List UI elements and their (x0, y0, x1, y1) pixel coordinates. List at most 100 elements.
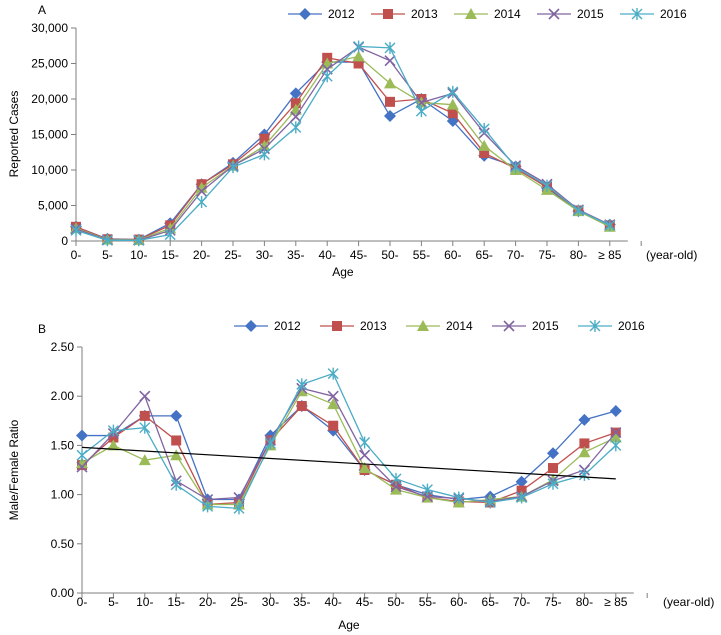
panel-a-x-tick-label: 65- (476, 248, 493, 262)
panel-a-point-2013-9 (353, 58, 364, 69)
panel-a-x-unit-label: (year-old) (646, 248, 697, 262)
panel-b-legend-marker-2012 (245, 320, 257, 332)
panel-b-y-tick-label: 1.00 (51, 488, 75, 502)
panel-b-x-tick-label: 5- (108, 595, 119, 609)
panel-b-point-2014-10 (390, 483, 402, 495)
panel-a-point-2016-9 (353, 40, 365, 53)
panel-a-x-tick-label: 60- (444, 248, 461, 262)
panel-b-legend-label-2014: 2014 (446, 319, 473, 333)
panel-b-legend-label-2016: 2016 (618, 319, 645, 333)
panel-b-x-tick-label: 70- (513, 595, 530, 609)
panel-b-point-2016-11 (421, 483, 433, 496)
panel-b-x-tick-label: 50- (387, 595, 404, 609)
panel-b-x-tick-label: 80- (576, 595, 593, 609)
panel-a-point-2016-6 (258, 148, 270, 161)
panel-a-legend-label-2013: 2013 (411, 7, 438, 21)
panel-a-series-2013 (71, 52, 615, 245)
panel-a-point-2013-7 (290, 98, 301, 109)
panel-b-point-2016-6 (264, 437, 276, 450)
panel-a-point-2013-10 (385, 96, 395, 107)
panel-a-series-2014 (70, 50, 616, 245)
panel-a-point-2013-6 (259, 133, 270, 144)
panel-b-point-2014-0 (76, 457, 88, 469)
panel-b-point-2015-0 (76, 461, 88, 473)
panel-b-point-2015-17 (610, 427, 622, 439)
panel-a-point-2016-7 (290, 121, 302, 134)
panel-b-trendline (81, 446, 616, 480)
panel-a-y-tick-label: 30,000 (31, 21, 68, 35)
panel-a-point-2016-2 (133, 234, 145, 247)
panel-b-x-tick-label: 65- (482, 595, 499, 609)
panel-b-x-unit-label: (year-old) (663, 595, 714, 609)
panel-a-x-tick-label: 0- (71, 248, 82, 262)
panel-b-point-2016-2 (139, 421, 151, 434)
panel-a-legend: 2012 2013 2014 2015 2016 (288, 7, 687, 21)
panel-b-legend-label-2012: 2012 (274, 319, 301, 333)
panel-b-point-2012-14 (515, 475, 528, 488)
panel-a-point-2014-6 (258, 139, 271, 151)
panel-a-point-2015-7 (290, 111, 302, 123)
panel-a-point-2015-4 (196, 185, 208, 197)
panel-a-point-2016-4 (196, 195, 208, 208)
panel-a-legend-label-2014: 2014 (494, 7, 521, 21)
panel-b-point-2012-16 (578, 413, 591, 426)
chart-panel-b: B 0.00 0.50 1.00 1.50 2.00 2.50 0- 5- 10- 15- 20- 2… (7, 319, 714, 632)
panel-b-series-line-2016 (81, 372, 617, 510)
panel-a-x-tick-label: ≥ 85 (598, 248, 622, 262)
panel-a-legend-marker-2015 (548, 8, 560, 20)
panel-a-point-2016-15 (541, 179, 553, 192)
panel-b-point-2012-15 (547, 447, 559, 460)
panel-a-point-2014-13 (478, 139, 491, 151)
panel-b-legend-label-2013: 2013 (360, 319, 387, 333)
panel-b-legend-marker-2016 (589, 320, 601, 332)
panel-a-point-2016-10 (384, 41, 396, 54)
panel-b-point-2015-2 (139, 390, 151, 402)
panel-b-point-2013-7 (296, 401, 307, 412)
panel-b-point-2015-9 (359, 449, 371, 461)
panel-a-legend-label-2015: 2015 (577, 7, 604, 21)
panel-a-point-2016-3 (164, 228, 176, 241)
panel-b-legend: 2012 2013 2014 2015 2016 (234, 319, 645, 333)
panel-b-x-tick-label: ≥ 85 (604, 595, 628, 609)
panel-a-y-tick-label: 20,000 (31, 92, 68, 106)
panel-b-point-2013-15 (548, 463, 558, 474)
panel-b-point-2016-4 (202, 500, 214, 513)
panel-b-legend-marker-2014 (417, 320, 429, 331)
panel-b-letter: B (38, 322, 46, 336)
panel-b-point-2013-3 (171, 435, 182, 446)
panel-b-series-line-2013 (81, 405, 617, 506)
panel-b-x-tick-label: 0- (77, 595, 88, 609)
panel-a-point-2016-1 (101, 234, 113, 247)
panel-a-legend-marker-2014 (465, 8, 477, 19)
panel-a-y-tick-label: 10,000 (31, 163, 68, 177)
panel-a-x-tick-label: 15- (162, 248, 179, 262)
panel-a-x-tick-label: 20- (193, 248, 210, 262)
panel-b-x-tick-label: 30- (262, 595, 279, 609)
panel-a-x-tick-label: 35- (287, 248, 304, 262)
panel-a-y-tick-label: 5,000 (38, 199, 68, 213)
panel-a-legend-marker-2016 (631, 8, 643, 20)
panel-b-point-2012-17 (609, 404, 622, 417)
panel-a-point-2014-3 (164, 222, 177, 234)
panel-b-point-2012-0 (76, 429, 88, 442)
panel-b-point-2016-5 (233, 502, 245, 515)
panel-a-series-line-2014 (75, 55, 611, 241)
panel-b-y-tick-label: 2.50 (51, 340, 75, 354)
panel-b-x-tick-label: 10- (136, 595, 153, 609)
panel-a-y-tick-label: 15,000 (31, 128, 68, 142)
panel-b-x-tick-label: 20- (199, 595, 216, 609)
panel-a-x-tick-label: 30- (256, 248, 273, 262)
panel-b-point-2013-1 (108, 432, 119, 443)
panel-b-point-2016-1 (107, 424, 119, 437)
panel-a-legend-marker-2012 (299, 8, 311, 20)
panel-b-legend-marker-2015 (503, 320, 515, 332)
panel-a-series-2012 (70, 56, 616, 246)
panel-b-series-2013 (77, 401, 621, 510)
panel-b-series-line-2015 (81, 387, 617, 503)
panel-b-x-tick-label: 35- (293, 595, 310, 609)
chart-panel-a: A 0 5,000 10,000 15,000 20,000 25,000 30,000 0-… (7, 3, 697, 279)
panel-b-x-tick-label: 40- (325, 595, 342, 609)
panel-b-point-2014-9 (358, 462, 371, 474)
panel-a-x-tick-label: 70- (507, 248, 524, 262)
